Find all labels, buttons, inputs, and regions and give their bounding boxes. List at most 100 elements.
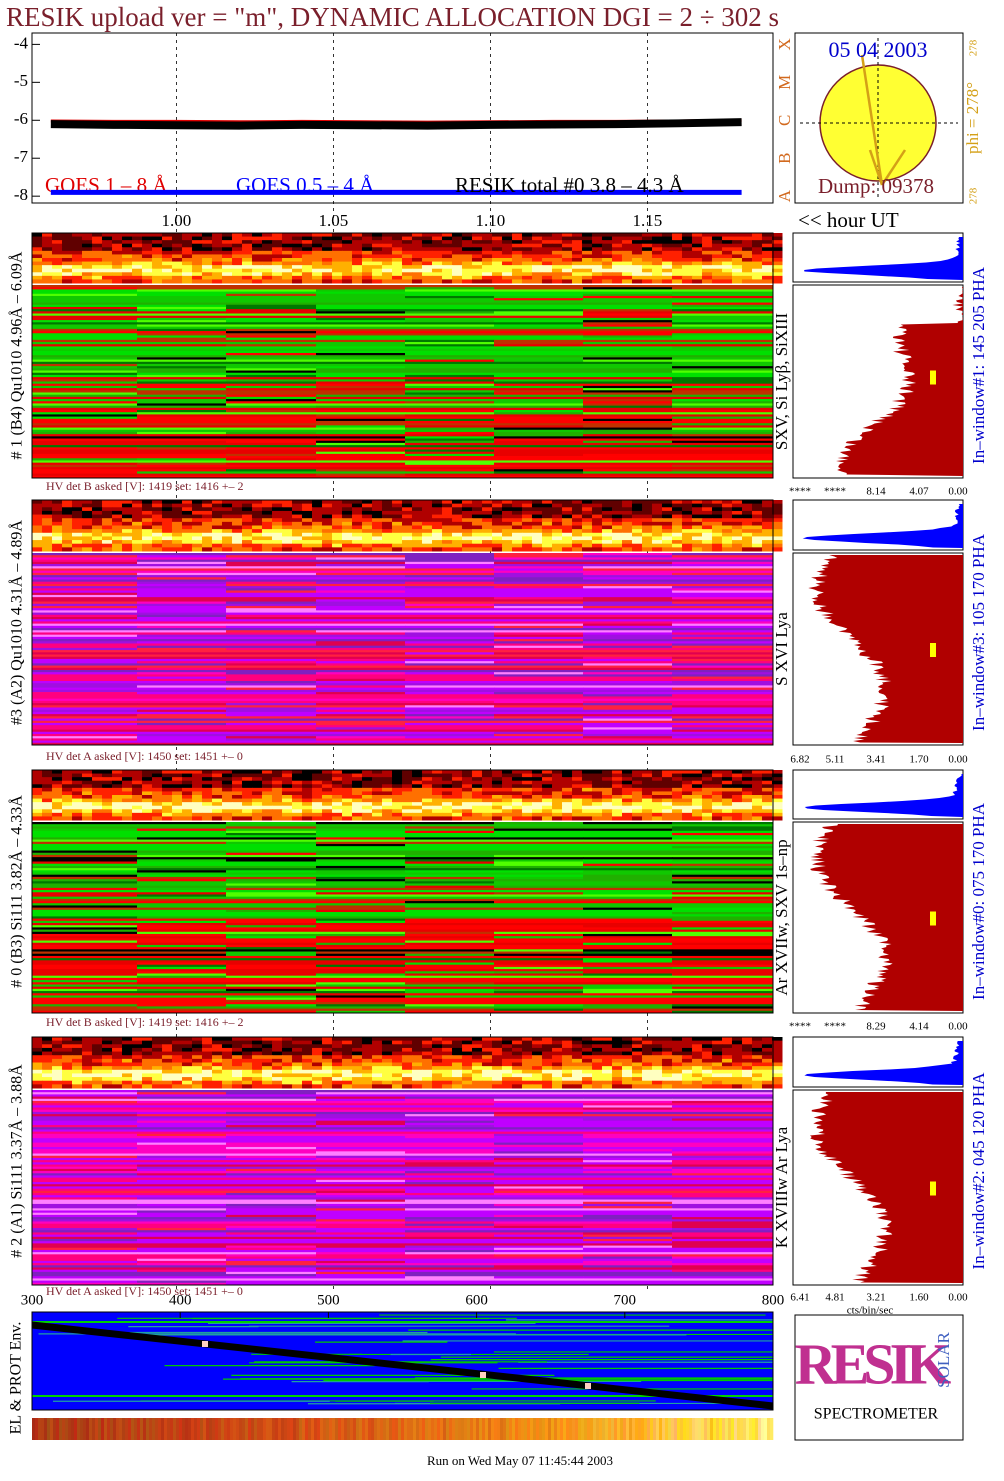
heat-cell [552,262,563,266]
heat-cell [472,788,483,792]
heat-cell [222,526,233,530]
heat-cell [192,279,203,283]
heat-cell [202,781,213,785]
heat-cell [192,515,203,519]
heat-cell [222,802,233,806]
heat-cell [222,788,233,792]
heat-cell [272,279,283,283]
heat-cell [322,788,333,792]
heat-cell [252,244,263,248]
heat-cell [62,265,73,269]
heat-cell [712,240,723,244]
heat-cell [342,522,353,526]
heat-cell [122,254,133,258]
heat-cell [172,276,183,280]
heat-cell [322,526,333,530]
heat-cell [342,795,353,799]
heat-cell [242,237,253,241]
heat-cell [462,504,473,508]
heat-cell [52,276,63,280]
heat-cell [172,504,183,508]
heat-cell [182,809,193,813]
heat-cell [392,806,403,810]
heat-cell [392,529,403,533]
heat-cell [572,795,583,799]
heat-cell [642,276,653,280]
heat-cell [82,233,93,237]
heat-cell [652,813,663,817]
heat-cell [122,788,133,792]
heat-cell [512,507,523,511]
heat-cell [402,788,413,792]
heat-cell [322,770,333,774]
heat-cell [762,533,773,537]
heat-cell [492,816,503,820]
heat-cell [132,500,143,504]
heat-cell [132,781,143,785]
heat-cell [552,247,563,251]
heat-cell [492,809,503,813]
heat-cell [722,806,733,810]
heat-cell [202,262,213,266]
heat-cell [502,802,513,806]
heat-cell [662,269,673,273]
heat-cell [622,247,633,251]
heat-cell [82,788,93,792]
heat-cell [492,507,503,511]
heat-cell [752,540,763,544]
hist-tick-label: **** [824,486,846,498]
heat-cell [242,511,253,515]
heat-cell [142,816,153,820]
heat-cell [612,272,623,276]
heat-cell [702,518,713,522]
heat-cell [692,258,703,262]
heat-cell [192,244,203,248]
heat-cell [262,254,273,258]
heat-cell [292,518,303,522]
heat-cell [82,816,93,820]
heat-cell [162,791,173,795]
heat-cell [222,547,233,551]
heat-cell [342,526,353,530]
heat-cell [112,795,123,799]
heat-cell [132,258,143,262]
heat-cell [652,518,663,522]
heat-cell [72,547,83,551]
heat-cell [72,526,83,530]
heat-cell [362,504,373,508]
heat-cell [112,526,123,530]
heat-cell [62,526,73,530]
heat-cell [192,265,203,269]
heat-cell [152,269,163,273]
heat-cell [582,816,593,820]
heat-cell [312,791,323,795]
heat-cell [432,770,443,774]
heat-cell [692,533,703,537]
heat-cell [672,511,683,515]
heat-cell [222,529,233,533]
heat-cell [312,504,323,508]
heat-cell [562,802,573,806]
heat-cell [52,529,63,533]
hist-marker [930,371,936,385]
heat-cell [342,240,353,244]
heat-cell [762,781,773,785]
flare-class: X [775,38,794,50]
heat-cell [632,500,643,504]
heat-cell [272,244,283,248]
heat-cell [172,770,183,774]
heat-cell [152,233,163,237]
heat-cell [142,809,153,813]
heat-cell [632,279,643,283]
heat-cell [632,784,643,788]
heat-cell [272,781,283,785]
heat-cell [522,781,533,785]
heat-cell [302,262,313,266]
heat-cell [322,799,333,803]
heat-cell [172,237,183,241]
heat-cell [172,251,183,255]
heat-cell [702,511,713,515]
heat-cell [502,507,513,511]
heat-cell [212,774,223,778]
heat-cell [762,806,773,810]
